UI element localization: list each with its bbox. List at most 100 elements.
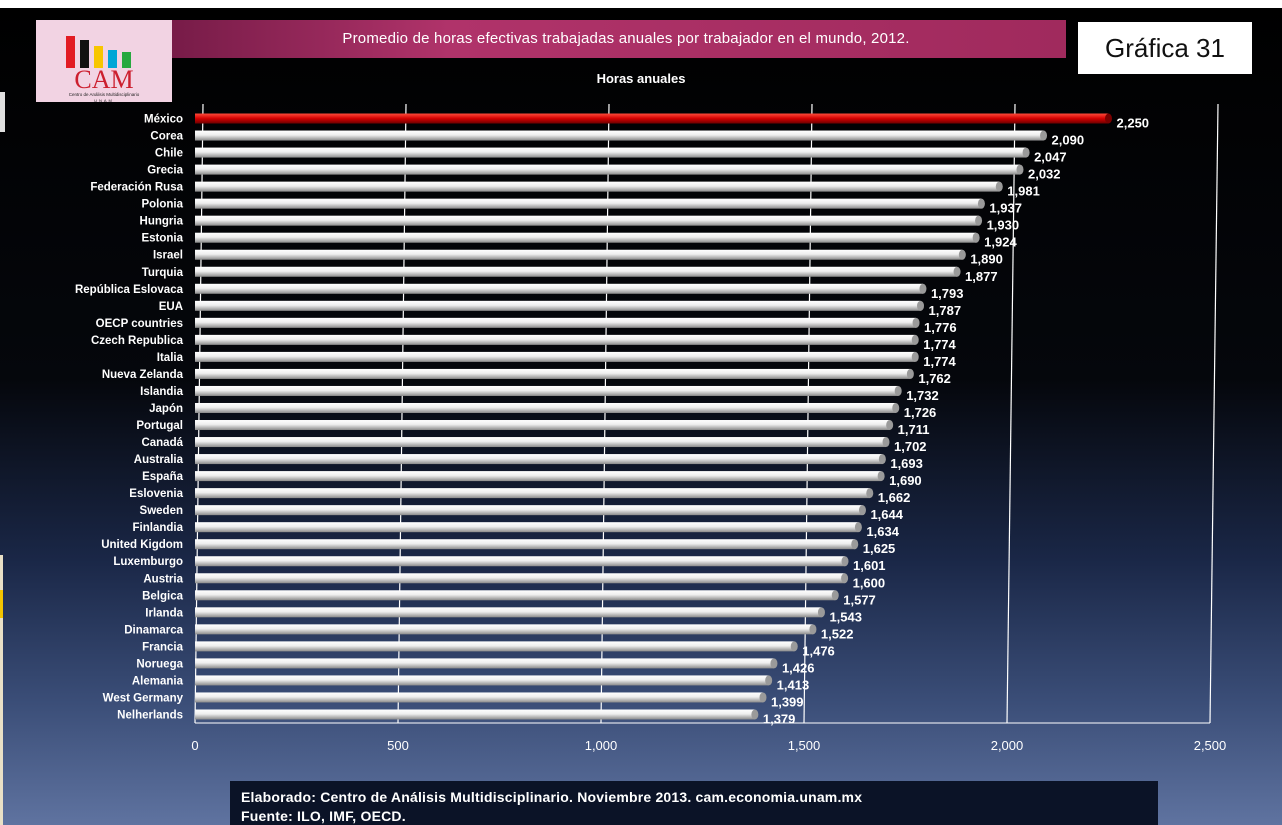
value-label: 1,600 [853, 575, 886, 590]
category-label: Alemania [132, 675, 184, 687]
bar [195, 573, 845, 584]
header-title: Promedio de horas efectivas trabajadas a… [342, 30, 910, 47]
bar-end-cap [912, 317, 920, 328]
category-label: Luxemburgo [113, 556, 183, 568]
value-label: 1,625 [863, 541, 896, 556]
category-label: Noruega [136, 658, 183, 670]
category-label: Belgica [142, 590, 184, 602]
bar [195, 402, 896, 413]
bar-end-cap [953, 266, 961, 277]
category-label: EUA [159, 301, 183, 313]
bar [195, 641, 795, 652]
bar-chart: México 2,250 Corea 2,090 Chile 2,047 Grecia 2,0… [75, 103, 1227, 753]
bar [195, 692, 763, 703]
bar-end-cap [809, 624, 817, 635]
bar [195, 437, 887, 448]
bar-end-cap [841, 556, 849, 567]
value-label: 1,702 [894, 439, 927, 454]
bar [195, 420, 890, 431]
value-label: 1,634 [866, 524, 899, 539]
bar [195, 198, 982, 209]
bar [195, 385, 899, 396]
left-edge-mark [0, 92, 5, 132]
logo-subtitle: Centro de Análisis Multidisciplinario [68, 92, 140, 97]
logo-institution: UNAM [94, 98, 114, 103]
bar [195, 283, 923, 294]
value-label: 1,732 [906, 388, 939, 403]
category-label: Canadá [141, 437, 183, 449]
value-label: 1,690 [889, 473, 922, 488]
value-label: 1,726 [904, 405, 937, 420]
value-label: 1,762 [918, 371, 951, 386]
value-label: 1,981 [1007, 184, 1040, 199]
gridline [1006, 103, 1016, 724]
bar-end-cap [911, 334, 919, 345]
bar-end-cap [817, 607, 825, 618]
value-label: 1,924 [984, 235, 1017, 250]
value-label: 1,930 [987, 218, 1020, 233]
bar [195, 351, 916, 362]
category-label: México [144, 114, 183, 126]
chart-number-badge: Gráfica 31 [1078, 22, 1252, 74]
category-label: Nelherlands [117, 709, 183, 721]
bar-end-cap [886, 420, 894, 431]
bar-end-cap [858, 505, 866, 516]
bar [195, 624, 813, 635]
logo-bar-green [122, 52, 131, 68]
bar-end-cap [759, 692, 767, 703]
category-label: Polonia [141, 199, 183, 211]
top-border [0, 0, 1282, 8]
bar [195, 505, 863, 516]
bar [195, 249, 963, 260]
bar-end-cap [878, 454, 886, 465]
source-footer: Elaborado: Centro de Análisis Multidisci… [230, 781, 1158, 825]
value-label: 1,937 [989, 201, 1022, 216]
bar-end-cap [919, 283, 927, 294]
bar [195, 709, 755, 720]
value-label: 1,877 [965, 269, 998, 284]
category-label: Federación Rusa [90, 182, 183, 194]
bar-end-cap [831, 590, 839, 601]
left-edge-strip [0, 555, 3, 825]
value-label: 1,693 [890, 456, 923, 471]
value-label: 1,644 [870, 507, 903, 522]
category-label: Austria [143, 573, 183, 585]
bar [195, 488, 870, 499]
gridline [1209, 103, 1219, 724]
category-label: Dinamarca [124, 624, 183, 636]
bar-end-cap [866, 488, 874, 499]
x-tick-label: 0 [191, 738, 198, 753]
bar-end-cap [851, 539, 859, 550]
category-label: Islandia [140, 386, 183, 398]
category-label: Sweden [140, 505, 183, 517]
value-label: 1,890 [970, 252, 1003, 267]
bar-end-cap [751, 709, 759, 720]
logo-text: CAM [74, 65, 134, 94]
value-label: 1,522 [821, 626, 854, 641]
x-tick-label: 2,000 [991, 738, 1024, 753]
category-label: Francia [142, 641, 184, 653]
value-label: 1,399 [771, 694, 804, 709]
value-label: 1,476 [802, 643, 835, 658]
logo-bar-blue [108, 50, 117, 68]
x-tick-label: 1,000 [585, 738, 618, 753]
value-label: 1,577 [843, 592, 876, 607]
bar-end-cap [841, 573, 849, 584]
x-tick-label: 2,500 [1194, 738, 1227, 753]
category-label: Irlanda [145, 607, 183, 619]
bar [195, 215, 979, 226]
value-label: 2,250 [1117, 116, 1150, 131]
bar [195, 368, 911, 379]
bar [195, 658, 774, 669]
value-label: 1,793 [931, 286, 964, 301]
bar [195, 522, 859, 533]
value-label: 1,543 [829, 609, 862, 624]
category-label: Grecia [147, 165, 183, 177]
value-label: 1,379 [763, 711, 796, 726]
category-label: Australia [134, 454, 184, 466]
bar-end-cap [1105, 113, 1112, 124]
x-tick-label: 1,500 [788, 738, 821, 753]
bar-end-cap [765, 675, 773, 686]
bar [195, 556, 846, 567]
bar [195, 266, 958, 277]
